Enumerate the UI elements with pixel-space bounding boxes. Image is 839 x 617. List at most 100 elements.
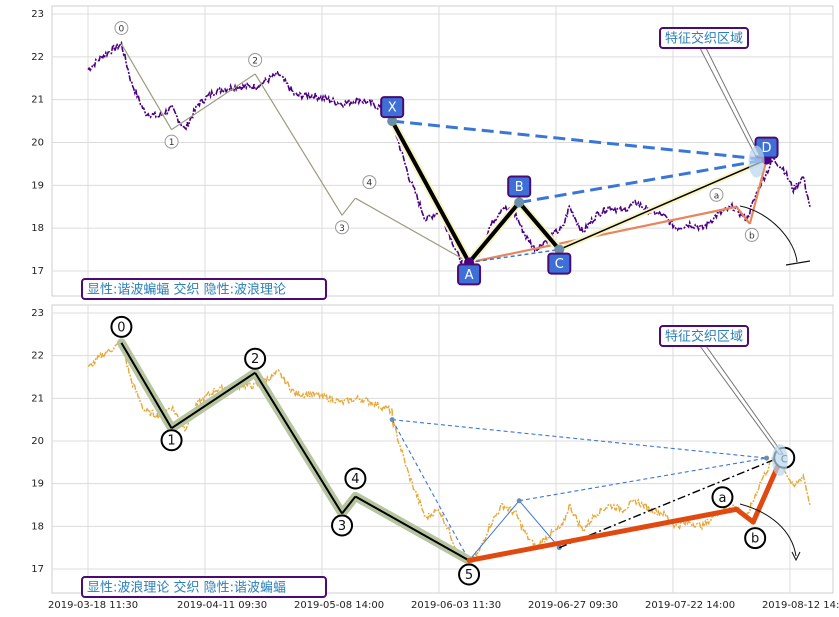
x-tick-label: 2019-05-08 14:00 bbox=[294, 600, 384, 611]
xabcd-dashed bbox=[392, 119, 767, 162]
wave-label: 1 bbox=[169, 138, 175, 148]
wave-segment bbox=[171, 73, 256, 131]
x-axis: 2019-03-18 11:30 2019-04-11 09:30 2019-05-… bbox=[48, 600, 839, 611]
projection-arrow bbox=[739, 205, 798, 263]
wave-marker bbox=[164, 134, 179, 149]
xabcd-dashed bbox=[518, 158, 767, 204]
xabcd-dot bbox=[516, 498, 522, 504]
wave-segment bbox=[120, 43, 173, 130]
xabcd-leg bbox=[559, 158, 767, 251]
xabcd-dashed bbox=[518, 500, 560, 548]
y-tick-label: 18 bbox=[31, 223, 44, 234]
wave-marker bbox=[110, 315, 133, 338]
wave-segment bbox=[254, 372, 343, 515]
zone-label-box bbox=[659, 325, 749, 347]
wave-segment bbox=[341, 495, 357, 515]
abc-segment bbox=[748, 159, 768, 225]
y-tick-label: 22 bbox=[31, 52, 44, 63]
abc-segment bbox=[466, 506, 739, 563]
xabcd-dot bbox=[514, 197, 525, 208]
wave-segment bbox=[354, 495, 470, 562]
xabcd-dot bbox=[764, 455, 770, 461]
abc-label: a bbox=[714, 191, 720, 201]
abc-label: b bbox=[751, 532, 759, 547]
legend-text: 显性:波浪理论 交织 隐性:谐波蝙蝠 bbox=[87, 580, 286, 596]
wave-label: 5 bbox=[465, 568, 473, 583]
point-label-D: D bbox=[762, 141, 772, 156]
upper-panel: 17181920212223XABCD01234ab特征交织区域显性:谐波蝙蝠 … bbox=[31, 5, 834, 300]
xabcd-dot bbox=[389, 417, 395, 423]
point-box-X bbox=[380, 96, 405, 119]
legend-text-box bbox=[81, 278, 327, 300]
feature-zone bbox=[748, 145, 765, 178]
xabcd-dot bbox=[387, 116, 398, 127]
x-tick-label: 2019-03-18 11:30 bbox=[48, 600, 138, 611]
y-tick-label: 23 bbox=[31, 9, 44, 20]
xabcd-dashed bbox=[468, 248, 560, 264]
abc-segment bbox=[468, 205, 737, 264]
xabcd-dot bbox=[554, 244, 565, 255]
wave-segment bbox=[341, 197, 356, 216]
wave-label: 0 bbox=[119, 24, 125, 34]
price-line bbox=[87, 40, 811, 271]
abc-marker bbox=[709, 187, 724, 202]
wave-label: 4 bbox=[351, 472, 359, 487]
wave-marker bbox=[114, 20, 129, 35]
xabcd-leg bbox=[517, 201, 561, 251]
legend-text: 显性:谐波蝙蝠 交织 隐性:波浪理论 bbox=[87, 282, 286, 298]
wave-marker bbox=[160, 429, 183, 452]
y-tick-label: 18 bbox=[31, 521, 44, 532]
wave-label: 4 bbox=[367, 179, 373, 189]
wave-segment bbox=[355, 197, 470, 263]
abc-marker bbox=[744, 227, 759, 242]
y-tick-label: 17 bbox=[31, 564, 44, 575]
lower-panel: 17181920212223012345abc特征交织区域显性:波浪理论 交织 … bbox=[31, 304, 834, 598]
y-tick-label: 20 bbox=[31, 138, 44, 149]
wave-marker bbox=[344, 467, 367, 490]
wave-segment bbox=[254, 73, 343, 216]
abc-marker bbox=[711, 486, 734, 509]
projection-bar bbox=[785, 260, 811, 266]
y-tick-label: 19 bbox=[31, 180, 44, 191]
point-box-B bbox=[507, 175, 532, 198]
wave-marker bbox=[244, 347, 267, 370]
wave-marker bbox=[331, 514, 354, 537]
wave-marker bbox=[362, 175, 377, 190]
point-box-C bbox=[547, 252, 572, 275]
legend-text-box bbox=[81, 576, 327, 598]
x-tick-label: 2019-06-27 09:30 bbox=[528, 600, 618, 611]
xabcd-leg bbox=[467, 201, 521, 264]
abc-marker bbox=[744, 527, 767, 550]
y-tick-label: 22 bbox=[31, 351, 44, 362]
y-tick-label: 19 bbox=[31, 479, 44, 490]
y-tick-label: 21 bbox=[31, 95, 44, 106]
point-label-X: X bbox=[388, 101, 397, 116]
projection-arrow bbox=[739, 503, 797, 557]
price-line bbox=[87, 340, 811, 568]
abc-label: a bbox=[718, 491, 726, 506]
abc-segment bbox=[733, 506, 756, 525]
wave-label: 3 bbox=[338, 519, 346, 534]
plot-area bbox=[51, 5, 834, 297]
wave-label: 2 bbox=[251, 352, 259, 367]
wave-segment bbox=[171, 371, 256, 430]
point-label-C: C bbox=[555, 257, 564, 272]
wave-segment bbox=[120, 342, 173, 429]
zone-label: 特征交织区域 bbox=[665, 329, 743, 345]
wave-label: 1 bbox=[167, 434, 175, 449]
xabcd-leg bbox=[390, 120, 471, 264]
abc-segment bbox=[735, 206, 751, 225]
wave-marker bbox=[458, 563, 481, 586]
wave-marker bbox=[248, 52, 263, 67]
wave-label: 0 bbox=[117, 320, 125, 335]
wave-marker bbox=[335, 220, 350, 235]
wave-label: 3 bbox=[339, 224, 345, 234]
feature-zone bbox=[771, 444, 788, 477]
xabcd-dashed bbox=[468, 500, 520, 561]
zone-label: 特征交织区域 bbox=[665, 31, 743, 47]
wave-label: 2 bbox=[252, 56, 258, 66]
x-tick-label: 2019-06-03 11:30 bbox=[411, 600, 501, 611]
y-tick-label: 23 bbox=[31, 308, 44, 319]
point-label-B: B bbox=[515, 180, 524, 195]
